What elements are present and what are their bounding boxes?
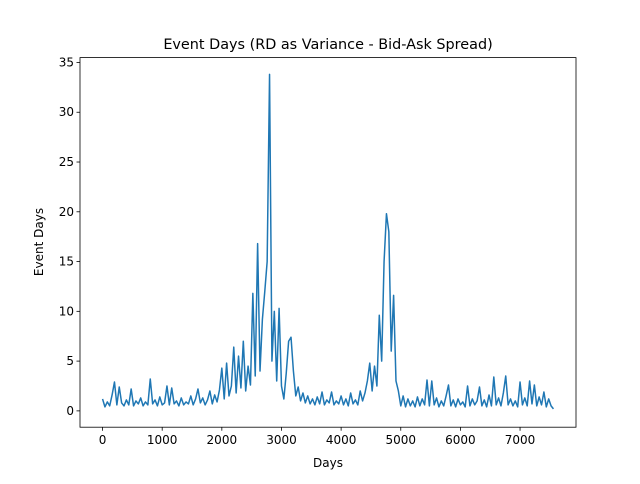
- y-axis-label: Event Days: [32, 208, 46, 276]
- x-tick-label: 1000: [147, 433, 178, 447]
- x-tick-label: 2000: [207, 433, 238, 447]
- x-tick-label: 4000: [326, 433, 357, 447]
- y-tick-label: 25: [59, 155, 74, 169]
- chart-title: Event Days (RD as Variance - Bid-Ask Spr…: [163, 37, 492, 53]
- x-tick-label: 7000: [505, 433, 536, 447]
- x-tick-label: 3000: [266, 433, 297, 447]
- data-line: [101, 73, 555, 410]
- plot-frame: [79, 57, 577, 428]
- x-tick-label: 5000: [385, 433, 416, 447]
- y-tick-label: 10: [59, 304, 74, 318]
- y-tick-label: 30: [59, 105, 74, 119]
- x-tick-label: 0: [99, 433, 107, 447]
- x-tick-label: 6000: [445, 433, 476, 447]
- y-tick-label: 15: [59, 255, 74, 269]
- y-tick-label: 5: [66, 354, 74, 368]
- x-axis-label: Days: [313, 456, 343, 470]
- y-tick-label: 35: [59, 55, 74, 69]
- y-tick-label: 0: [66, 404, 74, 418]
- y-tick-label: 20: [59, 205, 74, 219]
